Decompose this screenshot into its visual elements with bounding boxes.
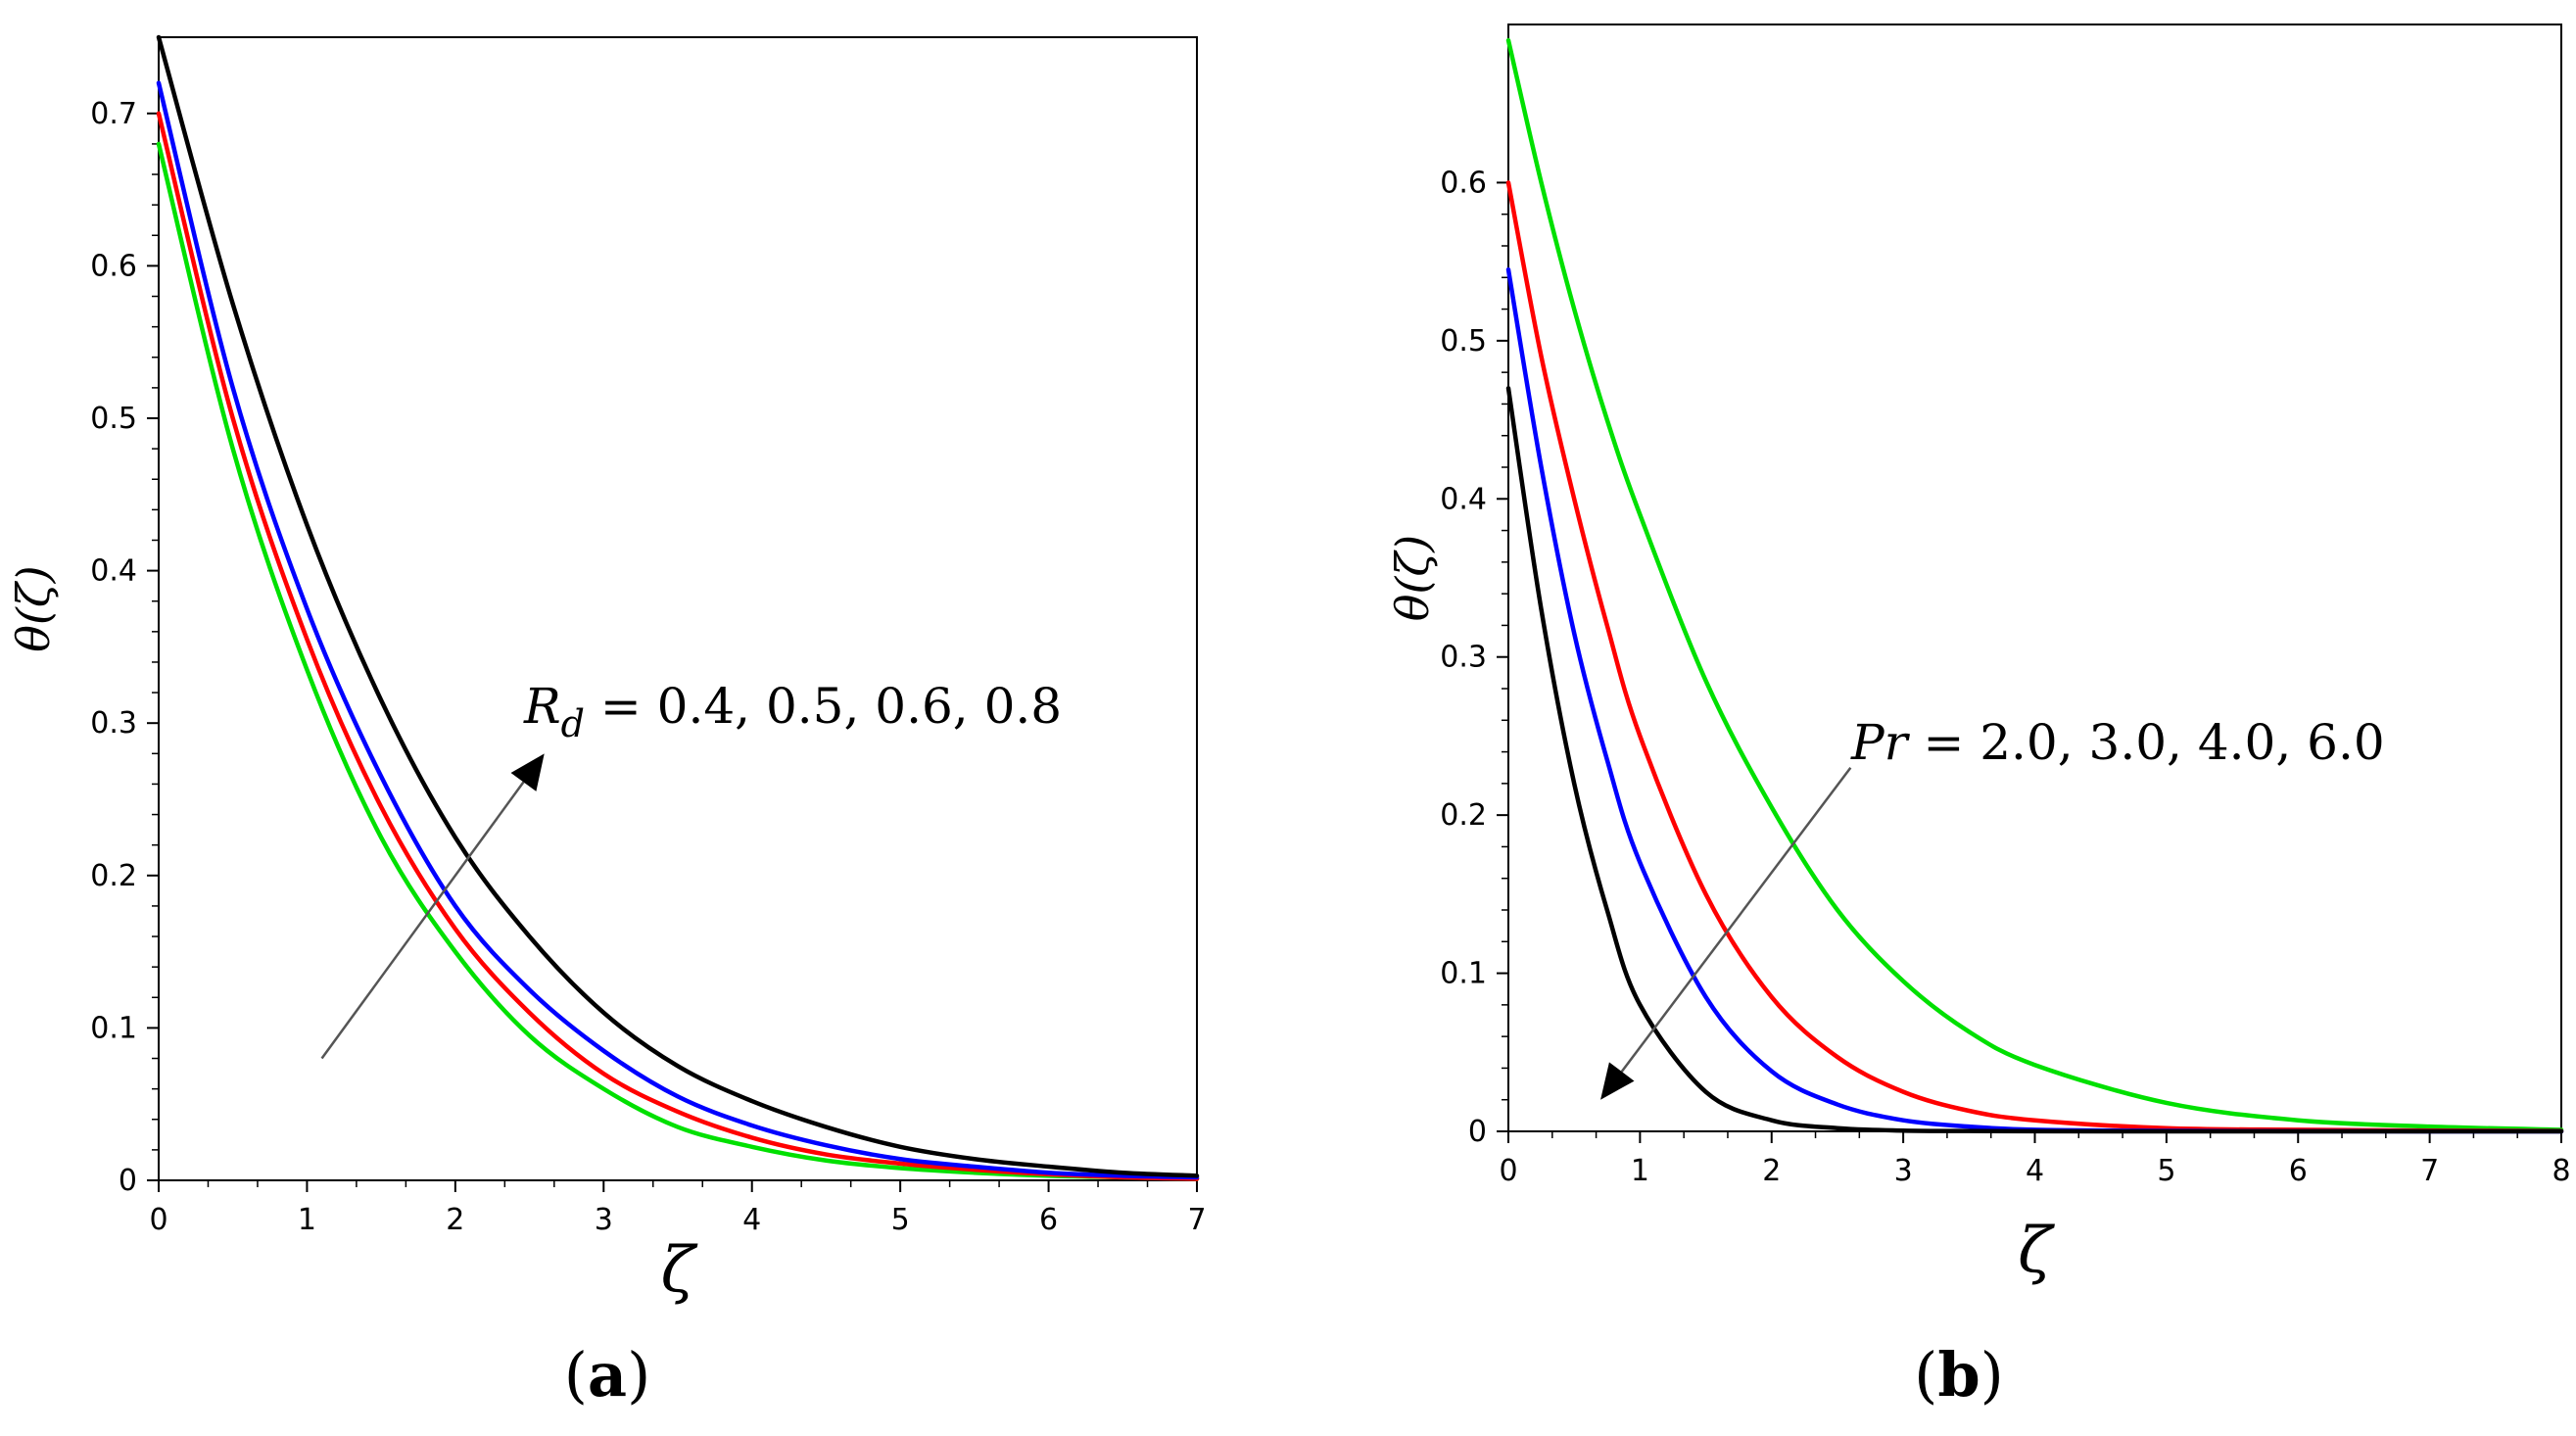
y-tick-label: 0 — [119, 1164, 137, 1198]
series-line — [156, 141, 1200, 1181]
y-axis-label: θ(ζ) — [1386, 535, 1439, 622]
y-tick-label: 0.4 — [90, 554, 137, 589]
series-line — [1505, 266, 2564, 1134]
annotation-arrow — [320, 781, 525, 1060]
x-tick-label: 0 — [1499, 1154, 1517, 1188]
series-line — [1505, 37, 2564, 1132]
x-tick-label: 2 — [446, 1203, 464, 1237]
y-tick-label: 0 — [1468, 1115, 1487, 1149]
x-tick-label: 8 — [2552, 1154, 2570, 1188]
y-tick-label: 0.5 — [90, 402, 137, 436]
x-tick-label: 5 — [2157, 1154, 2175, 1188]
x-axis-label: ζ — [2018, 1215, 2055, 1287]
y-tick-label: 0.5 — [1440, 324, 1487, 359]
annotation-label: Rd = 0.4, 0.5, 0.6, 0.8 — [523, 678, 1062, 745]
x-tick-label: 7 — [1187, 1203, 1206, 1237]
series-line — [1505, 386, 2564, 1134]
x-tick-label: 1 — [1631, 1154, 1649, 1188]
panel-caption: (a) — [564, 1339, 651, 1411]
y-tick-label: 0.2 — [90, 859, 137, 893]
x-tick-label: 1 — [298, 1203, 316, 1237]
x-tick-label: 2 — [1762, 1154, 1781, 1188]
x-tick-label: 3 — [1894, 1154, 1913, 1188]
plot-frame — [158, 36, 1198, 1181]
x-tick-label: 4 — [2026, 1154, 2044, 1188]
series-line — [156, 111, 1200, 1181]
panel-b: 0 1 2 3 4 5 6 7 8 0 0.1 0.2 0.3 0.4 0.5 0.6 ζ θ(ζ) Pr = 2.… — [1386, 24, 2571, 1411]
x-tick-label: 3 — [595, 1203, 613, 1237]
x-tick-label: 6 — [1039, 1203, 1058, 1237]
y-tick-label: 0.4 — [1440, 482, 1487, 516]
y-tick-label: 0.2 — [1440, 798, 1487, 833]
x-tick-label: 4 — [742, 1203, 761, 1237]
y-tick-label: 0.7 — [90, 97, 137, 131]
x-tick-label: 0 — [149, 1203, 167, 1237]
series-line — [156, 34, 1200, 1178]
y-tick-label: 0.1 — [1440, 957, 1487, 991]
panel-a: 0 1 2 3 4 5 6 7 0 0.1 0.2 0.3 0.4 0.5 0.6 0.7 ζ θ(ζ) Rd = … — [7, 34, 1207, 1411]
x-tick-label: 7 — [2420, 1154, 2439, 1188]
x-tick-label: 6 — [2289, 1154, 2308, 1188]
y-axis-label: θ(ζ) — [7, 565, 60, 652]
annotation-arrowhead — [1600, 1062, 1635, 1100]
series-line — [156, 80, 1200, 1180]
annotation-arrow — [1620, 766, 1852, 1073]
series-line — [1505, 180, 2564, 1133]
y-tick-label: 0.3 — [1440, 641, 1487, 675]
x-axis-label: ζ — [661, 1234, 698, 1307]
annotation-label: Pr = 2.0, 3.0, 4.0, 6.0 — [1850, 714, 2385, 771]
y-tick-label: 0.6 — [90, 249, 137, 283]
x-tick-label: 5 — [891, 1203, 910, 1237]
annotation-arrowhead — [510, 753, 545, 791]
panel-caption: (b) — [1914, 1339, 2004, 1411]
y-tick-label: 0.6 — [1440, 166, 1487, 200]
y-tick-label: 0.1 — [90, 1011, 137, 1045]
y-tick-label: 0.3 — [90, 706, 137, 741]
